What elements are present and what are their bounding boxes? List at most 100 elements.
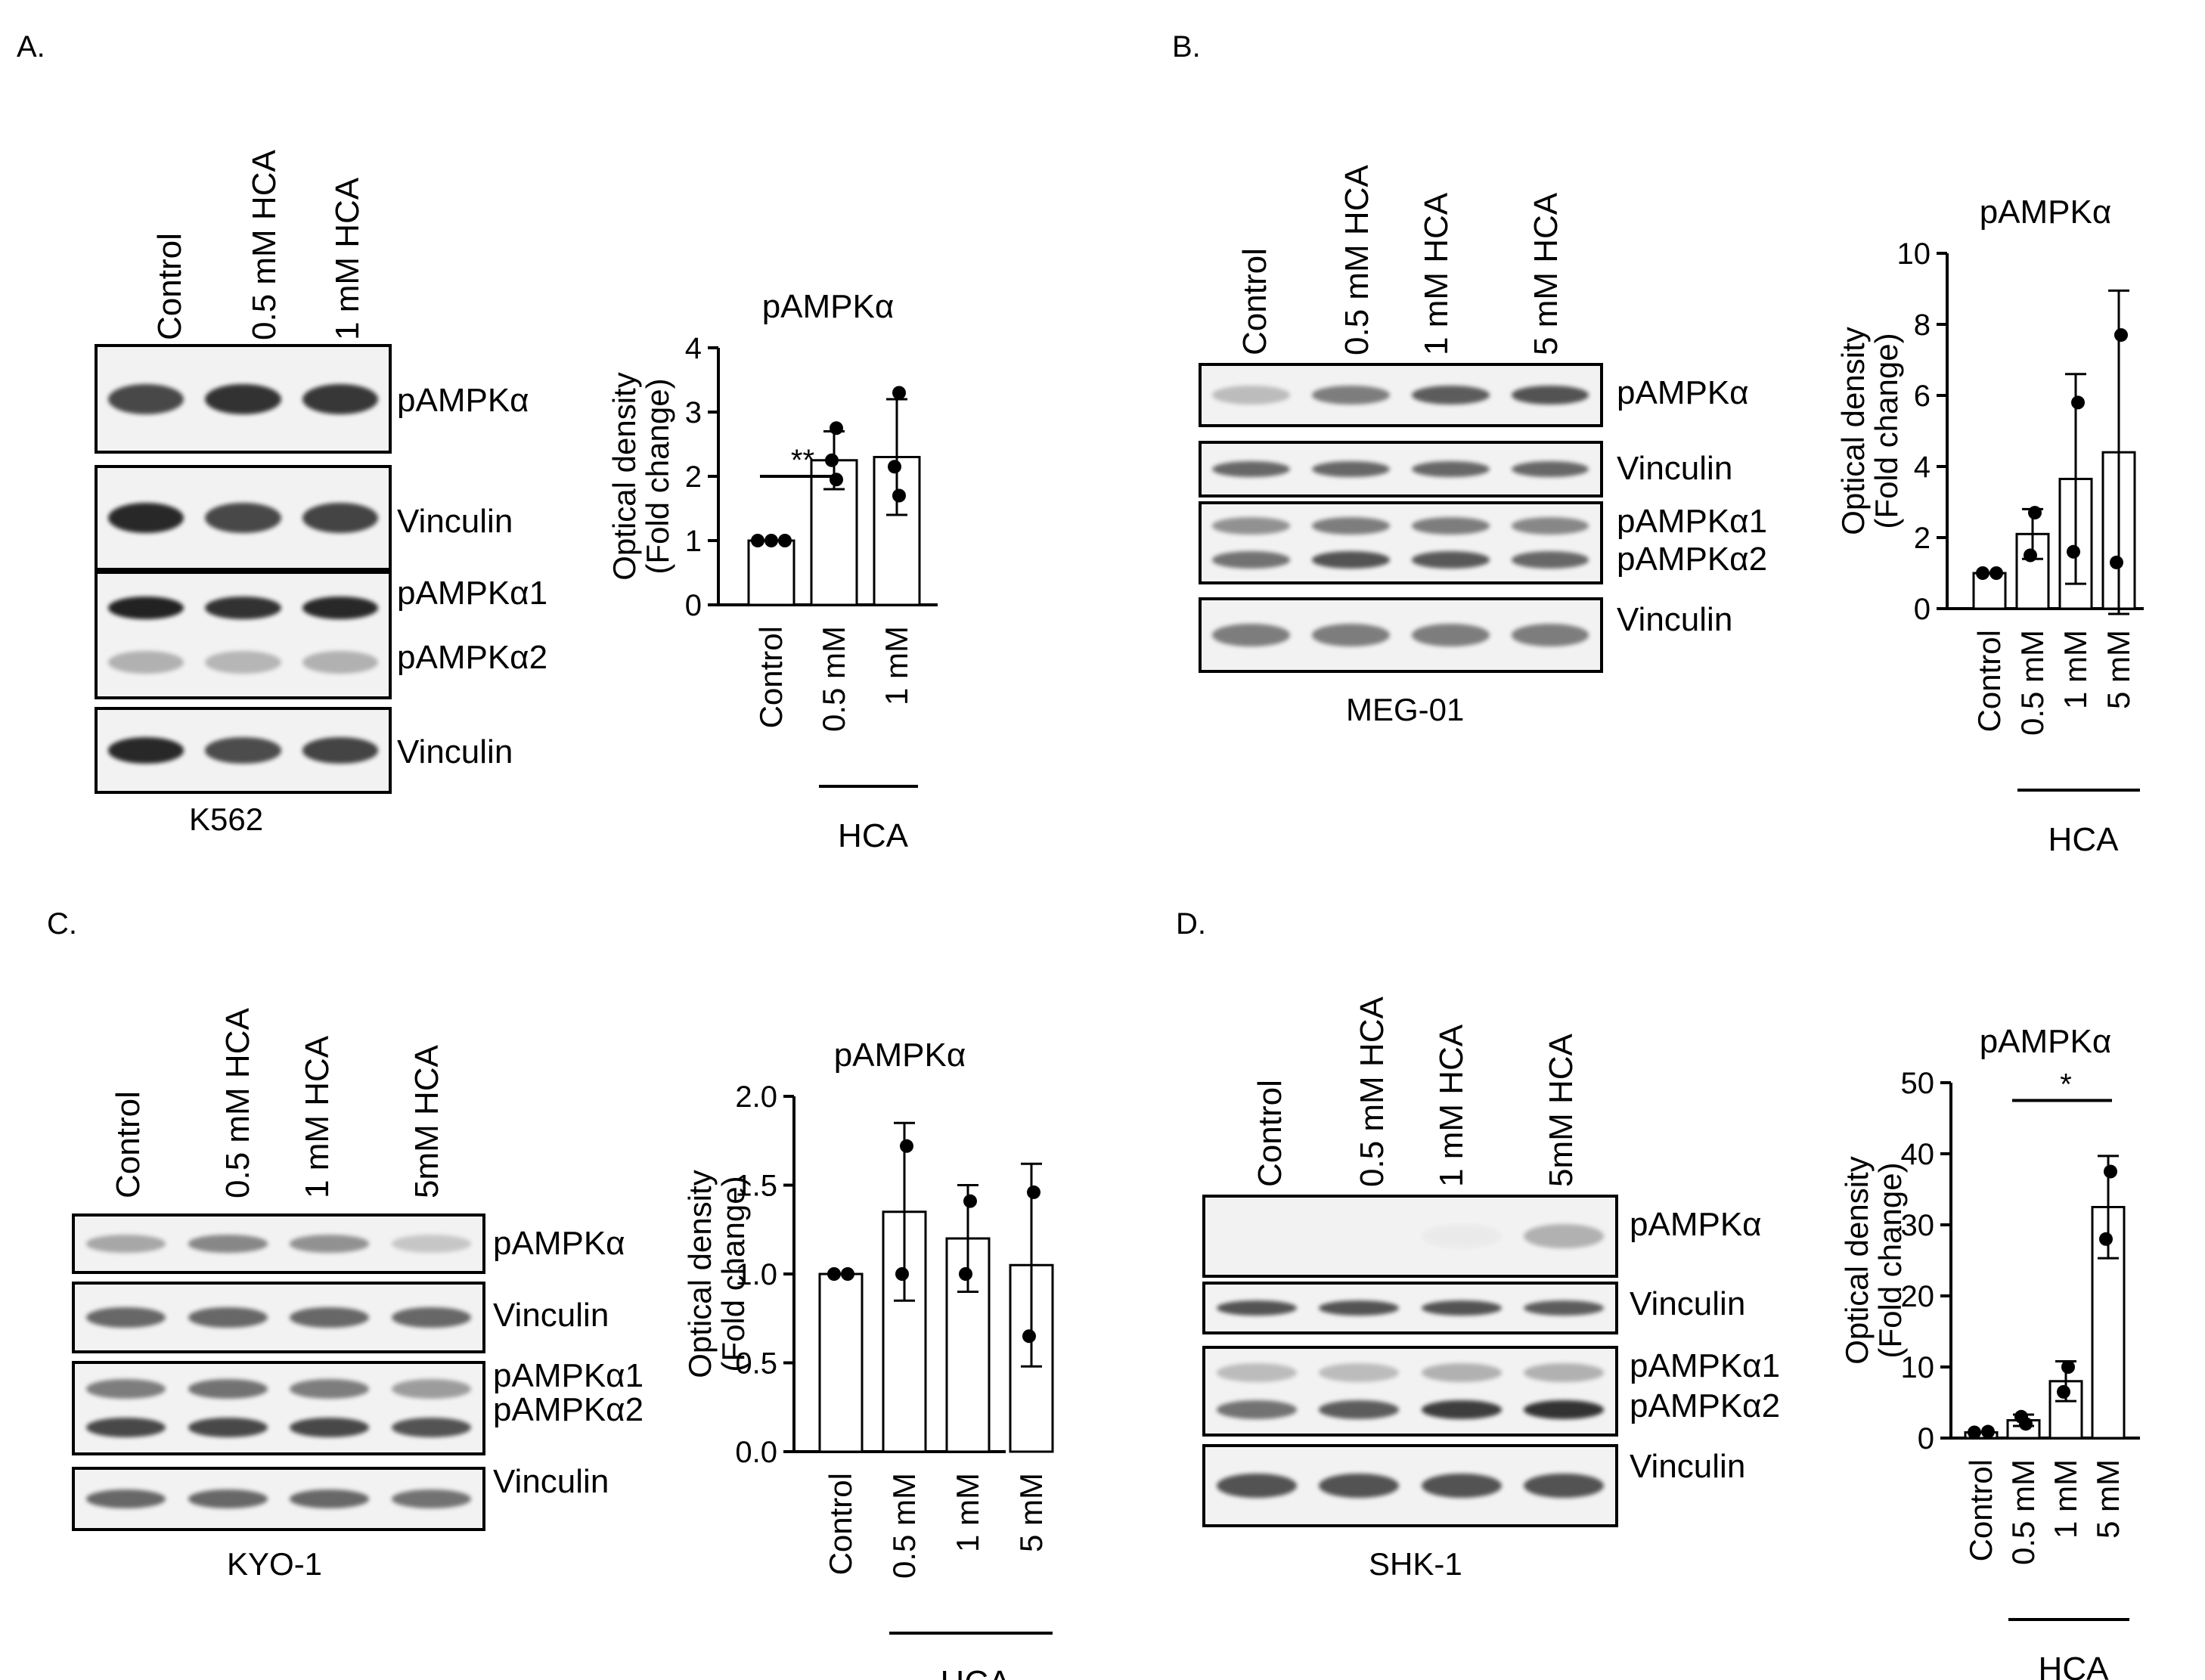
y-tick-label: 2: [1914, 522, 1931, 555]
blot-band: [1312, 551, 1390, 569]
data-point: [1976, 566, 1989, 580]
bar-chart-d: pAMPKα 0 10 20 30 40 50 Optical density(Fold ch…: [1839, 1023, 2140, 1680]
group-label: HCA: [838, 817, 909, 854]
panel-letter: C.: [47, 907, 77, 941]
blot-band: [1212, 551, 1291, 569]
group-label: HCA: [941, 1664, 1012, 1680]
lane-label: 1 mM HCA: [329, 177, 366, 340]
lane-label: 1 mM HCA: [1433, 1024, 1470, 1187]
cell-line-label: MEG-01: [1346, 692, 1465, 727]
y-tick-label: 1: [685, 525, 702, 558]
cell-line-label: SHK-1: [1369, 1546, 1462, 1582]
data-point: [2057, 1384, 2070, 1399]
data-point: [825, 453, 839, 467]
data-point: [1027, 1185, 1040, 1199]
blot-label: pAMPKα: [1617, 374, 1749, 411]
y-tick-label: 10: [1897, 237, 1931, 271]
blot-band: [108, 503, 185, 533]
panel-letter: D.: [1176, 907, 1206, 941]
y-axis-label: Optical density: [682, 1170, 718, 1378]
data-point: [1968, 1425, 1981, 1440]
lane-label: Control: [1251, 1080, 1289, 1187]
western-blot-vinculin: [1199, 597, 1603, 673]
western-blot-pampka1-a2: [1202, 1346, 1618, 1437]
western-blot-vinculin: [72, 1467, 485, 1531]
x-tick-label: 5 mM: [1013, 1473, 1049, 1552]
y-tick-label: 0: [1914, 593, 1931, 626]
blot-band: [392, 1378, 472, 1399]
y-tick-label: 8: [1914, 308, 1931, 342]
blot-band: [1511, 460, 1589, 478]
data-point: [2061, 1360, 2075, 1374]
bar: [818, 1272, 864, 1453]
group-label: HCA: [2048, 821, 2120, 858]
data-point: [2028, 506, 2042, 520]
y-tick-label: 4: [685, 332, 702, 365]
blot-band: [1216, 1300, 1297, 1316]
chart-title: pAMPKα: [1980, 194, 2112, 231]
panel-letter: A.: [17, 30, 45, 64]
x-tick-label: 0.5 mM: [2014, 630, 2050, 736]
lane-label: 1 mM HCA: [299, 1035, 336, 1198]
western-blot-vinculin: [1199, 441, 1603, 497]
y-tick-label: 1.0: [735, 1258, 777, 1291]
lane-label: 5mM HCA: [408, 1045, 445, 1198]
blot-band: [1524, 1473, 1605, 1499]
blot-band: [1524, 1400, 1605, 1419]
data-point: [2067, 544, 2080, 559]
x-tick-label: 0.5 mM: [2005, 1459, 2041, 1565]
lane-label: 1 mM HCA: [1418, 192, 1455, 355]
blot-band: [1312, 460, 1390, 478]
x-tick-label: 1 mM: [879, 626, 914, 705]
blot-label: Vinculin: [1630, 1448, 1746, 1485]
y-tick-label: 0: [685, 589, 702, 622]
blot-band: [1511, 386, 1589, 405]
blot-band: [188, 1418, 268, 1438]
blot-band: [85, 1378, 166, 1399]
bar: [747, 539, 795, 606]
x-tick-label: 1 mM: [2058, 630, 2093, 709]
blot-band: [1524, 1363, 1605, 1382]
y-tick-label: 20: [1901, 1280, 1935, 1313]
cell-line-label: KYO-1: [227, 1546, 323, 1582]
blot-label: Vinculin: [1617, 450, 1733, 487]
western-blot-vinculin: [95, 465, 392, 571]
blot-band: [1421, 1473, 1502, 1499]
y-tick-label: 10: [1901, 1351, 1935, 1384]
blot-band: [392, 1235, 472, 1253]
blot-band: [302, 650, 378, 674]
lane-label: Control: [110, 1091, 147, 1198]
blot-band: [188, 1489, 268, 1508]
blot-band: [290, 1306, 370, 1328]
western-blot-vinculin: [1202, 1444, 1618, 1527]
bar: [1972, 572, 2007, 610]
western-blot-pampka: [1199, 363, 1603, 427]
blot-band: [188, 1378, 268, 1399]
x-tick-label: Control: [1971, 630, 2007, 732]
y-axis-label: (Fold change): [1869, 333, 1904, 528]
blot-label: pAMPKα1: [1617, 503, 1768, 540]
blot-band: [1212, 386, 1291, 405]
data-point: [830, 421, 843, 435]
y-axis-label: (Fold change): [1872, 1162, 1908, 1358]
data-point: [778, 534, 792, 547]
x-tick-label: Control: [1963, 1459, 1999, 1561]
western-blot-pampka: [1202, 1195, 1618, 1278]
lane-label: 5 mM HCA: [1527, 192, 1565, 355]
blot-band: [302, 383, 378, 414]
data-point: [2014, 1409, 2028, 1424]
blot-band: [302, 503, 378, 533]
blot-band: [85, 1489, 166, 1508]
blot-band: [1411, 551, 1490, 569]
western-blot-pampka: [95, 344, 392, 454]
y-tick-label: 4: [1914, 451, 1931, 484]
blot-band: [290, 1418, 370, 1438]
blot-band: [1212, 624, 1291, 646]
blot-band: [1524, 1223, 1605, 1249]
blot-band: [85, 1235, 166, 1253]
western-blot-vinculin: [72, 1282, 485, 1353]
lane-label: 0.5 mM HCA: [219, 1008, 256, 1198]
blot-band: [188, 1235, 268, 1253]
blot-label: Vinculin: [397, 733, 513, 770]
blot-band: [1411, 460, 1490, 478]
